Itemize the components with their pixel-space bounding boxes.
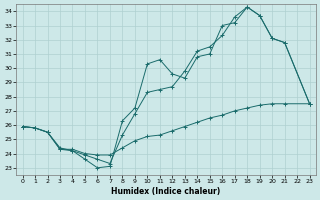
X-axis label: Humidex (Indice chaleur): Humidex (Indice chaleur) (111, 187, 221, 196)
